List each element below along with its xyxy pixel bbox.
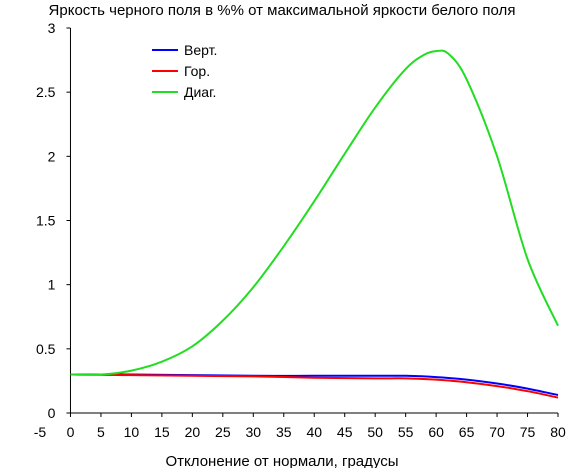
y-tick-label: 0 [48,405,56,421]
x-tick-label: 70 [489,424,505,440]
series-lines [70,49,559,399]
y-tick-label: 1 [48,277,56,293]
x-tick-label: 10 [124,424,140,440]
x-tick-label: 30 [246,424,262,440]
x-tick-label: 0 [67,424,75,440]
y-tick-label: 2.5 [36,84,56,100]
x-tick-label: 20 [185,424,201,440]
legend-label: Диаг. [184,84,216,100]
x-tick-label: 25 [215,424,231,440]
chart-title: Яркость черного поля в %% от максимально… [49,2,516,19]
axes [69,28,558,414]
x-tick-label: 5 [97,424,105,440]
x-tick-label: -5 [34,424,47,440]
x-tick-label: 35 [276,424,292,440]
x-tick-label: 65 [459,424,475,440]
x-tick-label: 45 [337,424,353,440]
x-axis-label: Отклонение от нормали, градусы [166,453,399,468]
y-tick-label: 1.5 [36,213,56,229]
x-tick-label: 40 [306,424,322,440]
y-axis-ticks: 0 0.5 1 1.5 2 2.5 3 [36,20,71,421]
series-line-2 [70,373,559,399]
legend: Верт. Гор. Диаг. [152,42,217,100]
x-tick-label: 15 [154,424,170,440]
x-tick-label: 50 [367,424,383,440]
x-tick-label: 80 [550,424,566,440]
x-tick-label: 60 [428,424,444,440]
x-tick-label: 55 [398,424,414,440]
x-axis-ticks: -5 0 5 10 15 20 25 30 35 40 45 50 55 60 65 70 75 80 [34,413,566,440]
y-tick-label: 2 [48,148,56,164]
legend-label: Верт. [184,42,217,58]
series-line-3 [70,49,559,376]
x-tick-label: 75 [520,424,536,440]
y-tick-label: 3 [48,20,56,36]
legend-label: Гор. [184,63,210,79]
y-tick-label: 0.5 [36,341,56,357]
